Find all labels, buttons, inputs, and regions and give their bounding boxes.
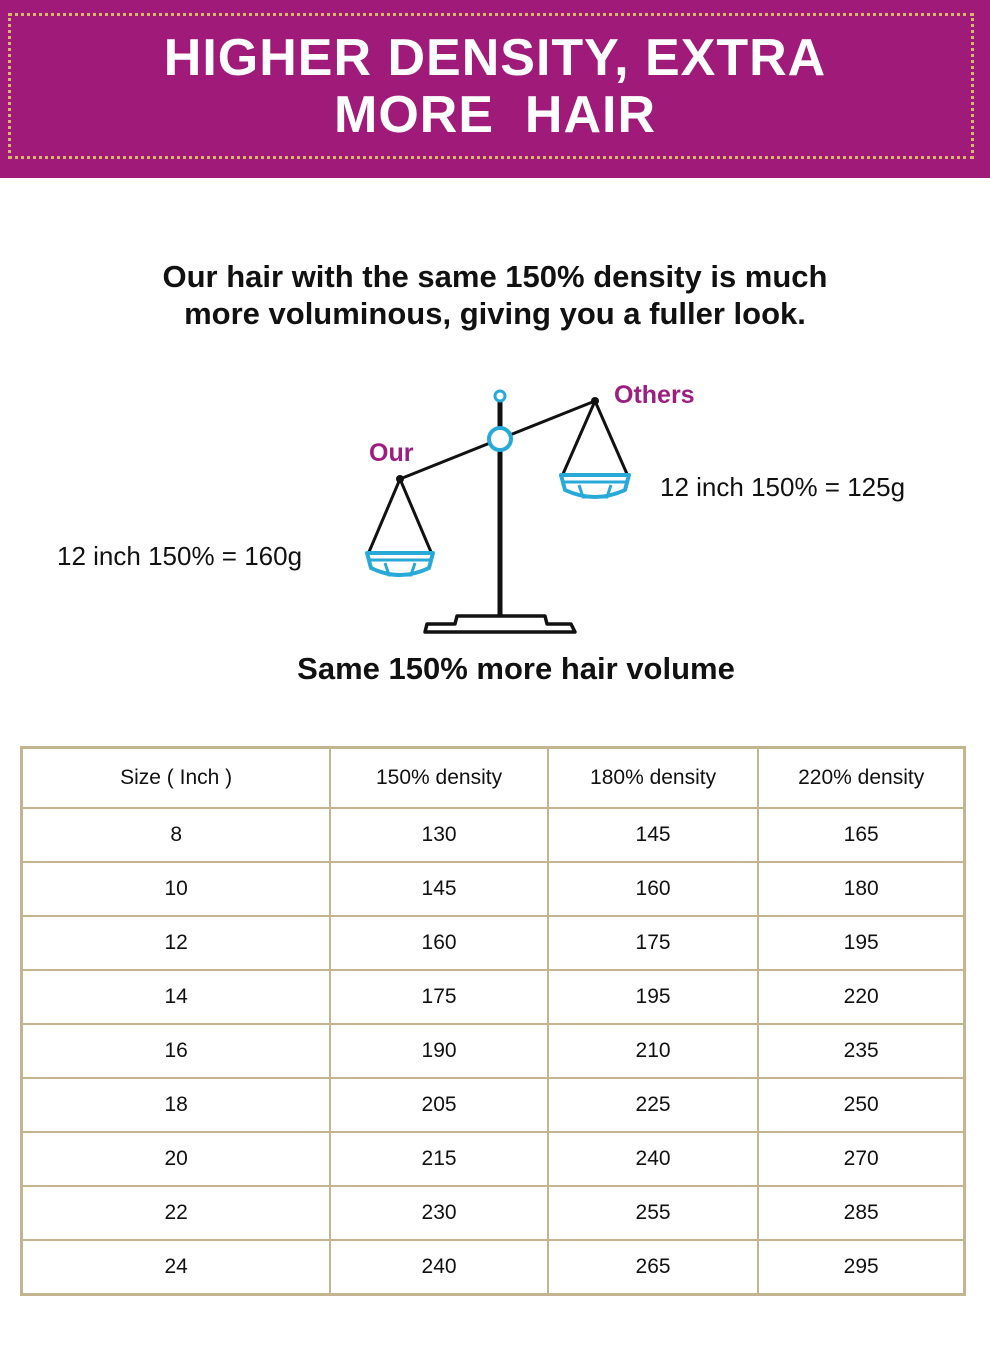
density-weight-table: Size ( Inch ) 150% density 180% density … xyxy=(20,746,966,1296)
column-header-150-density: 150% density xyxy=(329,746,549,809)
our-label: Our xyxy=(369,439,414,467)
table-cell: 130 xyxy=(329,807,549,863)
table-cell: 230 xyxy=(329,1185,549,1241)
table-cell: 265 xyxy=(546,1239,760,1296)
others-label: Others xyxy=(614,381,695,409)
table-cell: 160 xyxy=(329,915,549,971)
banner-title-line-2: MORE HAIR xyxy=(334,86,656,144)
table-cell: 235 xyxy=(757,1023,966,1079)
table-cell: 20 xyxy=(20,1131,332,1187)
header-banner: HIGHER DENSITY, EXTRA MORE HAIR xyxy=(0,0,990,178)
table-cell: 180 xyxy=(757,861,966,917)
table-cell: 220 xyxy=(757,969,966,1025)
table-cell: 14 xyxy=(20,969,332,1025)
table-cell: 8 xyxy=(20,807,332,863)
table-cell: 12 xyxy=(20,915,332,971)
left-pan-icon xyxy=(365,551,435,577)
table-cell: 18 xyxy=(20,1077,332,1133)
table-cell: 190 xyxy=(329,1023,549,1079)
table-cell: 175 xyxy=(329,969,549,1025)
table-cell: 250 xyxy=(757,1077,966,1133)
scale-caption: Same 150% more hair volume xyxy=(297,651,735,686)
table-cell: 195 xyxy=(546,969,760,1025)
table-cell: 195 xyxy=(757,915,966,971)
table-row: 18 205 225 250 xyxy=(20,1077,966,1133)
column-header-size: Size ( Inch ) xyxy=(20,746,332,809)
table-cell: 225 xyxy=(546,1077,760,1133)
table-cell: 215 xyxy=(329,1131,549,1187)
table-cell: 145 xyxy=(329,861,549,917)
table-header-row: Size ( Inch ) 150% density 180% density … xyxy=(20,746,966,809)
table-row: 8 130 145 165 xyxy=(20,807,966,863)
table-cell: 16 xyxy=(20,1023,332,1079)
intro-line-1: Our hair with the same 150% density is m… xyxy=(162,259,828,294)
table-cell: 205 xyxy=(329,1077,549,1133)
table-cell: 160 xyxy=(546,861,760,917)
banner-title-line-1: HIGHER DENSITY, EXTRA xyxy=(163,29,827,87)
table-cell: 10 xyxy=(20,861,332,917)
intro-line-2: more voluminous, giving you a fuller loo… xyxy=(184,296,806,331)
banner-title: HIGHER DENSITY, EXTRA MORE HAIR xyxy=(0,30,990,144)
table-cell: 255 xyxy=(546,1185,760,1241)
table-row: 22 230 255 285 xyxy=(20,1185,966,1241)
table-cell: 270 xyxy=(757,1131,966,1187)
intro-text: Our hair with the same 150% density is m… xyxy=(0,258,990,332)
table-cell: 240 xyxy=(546,1131,760,1187)
table-cell: 24 xyxy=(20,1239,332,1296)
table-row: 20 215 240 270 xyxy=(20,1131,966,1187)
table-row: 24 240 265 295 xyxy=(20,1239,966,1296)
column-header-180-density: 180% density xyxy=(546,746,760,809)
table-row: 14 175 195 220 xyxy=(20,969,966,1025)
table-cell: 210 xyxy=(546,1023,760,1079)
column-header-220-density: 220% density xyxy=(757,746,966,809)
table-row: 10 145 160 180 xyxy=(20,861,966,917)
table-row: 16 190 210 235 xyxy=(20,1023,966,1079)
table-cell: 175 xyxy=(546,915,760,971)
banner-frame xyxy=(8,13,974,159)
table-cell: 240 xyxy=(329,1239,549,1296)
table-cell: 145 xyxy=(546,807,760,863)
balance-scale-icon xyxy=(365,389,631,634)
others-weight-note: 12 inch 150% = 125g xyxy=(660,472,906,502)
table-cell: 165 xyxy=(757,807,966,863)
table-cell: 295 xyxy=(757,1239,966,1296)
table-row: 12 160 175 195 xyxy=(20,915,966,971)
table-cell: 285 xyxy=(757,1185,966,1241)
table-cell: 22 xyxy=(20,1185,332,1241)
our-weight-note: 12 inch 150% = 160g xyxy=(57,541,303,571)
right-pan-icon xyxy=(559,473,631,499)
